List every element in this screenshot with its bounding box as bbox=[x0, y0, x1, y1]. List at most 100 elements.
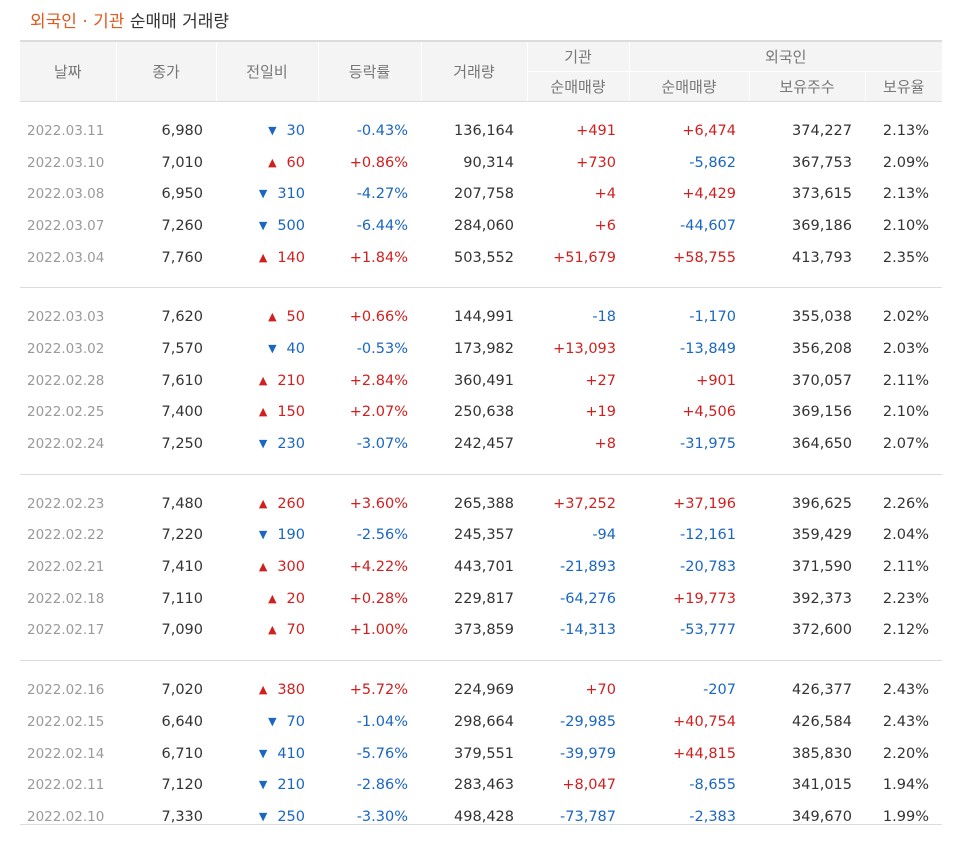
cell-volume: 207,758 bbox=[454, 186, 514, 203]
cell-holdings: 385,830 bbox=[792, 745, 852, 762]
change-value: 150 bbox=[277, 404, 305, 421]
cell-holdings: 367,753 bbox=[792, 154, 852, 171]
cell-close: 6,710 bbox=[161, 745, 203, 762]
cell-change: ▼ 40 bbox=[216, 333, 318, 365]
cell-change: ▼ 250 bbox=[216, 801, 318, 833]
cell-foreign-net: +40,754 bbox=[673, 713, 736, 730]
cell-change: ▼ 30 bbox=[216, 115, 318, 147]
row-spacer bbox=[20, 833, 942, 847]
cell-rate: -2.56% bbox=[356, 527, 408, 544]
cell-ratio: 2.02% bbox=[882, 309, 929, 326]
table-row: 2022.02.18 7,110 ▲ 20 +0.28% 229,817 -64,276 +1… bbox=[20, 583, 942, 615]
cell-date: 2022.03.03 bbox=[27, 309, 105, 326]
cell-date: 2022.03.02 bbox=[27, 340, 105, 357]
trading-table: 날짜 종가 전일비 등락률 거래량 기관 외국인 순매매량 순매매량 보유주수 … bbox=[20, 40, 942, 847]
cell-foreign-net: -13,849 bbox=[680, 340, 736, 357]
cell-close: 7,620 bbox=[161, 309, 203, 326]
header-close: 종가 bbox=[116, 40, 217, 102]
down-triangle-icon: ▼ bbox=[258, 809, 268, 823]
cell-close: 7,090 bbox=[161, 622, 203, 639]
cell-ratio: 2.07% bbox=[882, 436, 929, 453]
change-value: 20 bbox=[286, 590, 305, 607]
cell-ratio: 2.10% bbox=[882, 404, 929, 421]
cell-rate: +5.72% bbox=[349, 682, 408, 699]
cell-date: 2022.02.22 bbox=[27, 527, 105, 544]
change-value: 40 bbox=[286, 340, 305, 357]
cell-date: 2022.02.17 bbox=[27, 622, 105, 639]
change-value: 140 bbox=[277, 249, 305, 266]
section-title: 외국인 · 기관 순매매 거래량 bbox=[30, 10, 229, 34]
cell-inst-net: -29,985 bbox=[560, 713, 616, 730]
table-row: 2022.03.03 7,620 ▲ 50 +0.66% 144,991 -18 -1,170… bbox=[20, 301, 942, 333]
cell-close: 6,950 bbox=[161, 186, 203, 203]
cell-date: 2022.02.18 bbox=[27, 590, 105, 607]
cell-volume: 379,551 bbox=[454, 745, 514, 762]
cell-inst-net: +6 bbox=[594, 217, 616, 234]
cell-change: ▼ 410 bbox=[216, 738, 318, 770]
table-body: 2022.03.11 6,980 ▼ 30 -0.43% 136,164 +491 +6,47… bbox=[20, 102, 942, 847]
cell-rate: +2.84% bbox=[349, 372, 408, 389]
cell-ratio: 1.99% bbox=[882, 808, 929, 825]
cell-rate: +1.84% bbox=[349, 249, 408, 266]
cell-change: ▲ 140 bbox=[216, 242, 318, 274]
cell-foreign-net: +44,815 bbox=[673, 745, 736, 762]
cell-foreign-net: -2,383 bbox=[689, 808, 736, 825]
change-value: 250 bbox=[277, 808, 305, 825]
cell-change: ▼ 310 bbox=[216, 178, 318, 210]
cell-holdings: 396,625 bbox=[792, 495, 852, 512]
header-inst-net: 순매매량 bbox=[527, 71, 630, 102]
cell-inst-net: +13,093 bbox=[553, 340, 616, 357]
change-value: 70 bbox=[286, 713, 305, 730]
cell-inst-net: +491 bbox=[576, 122, 616, 139]
cell-change: ▲ 20 bbox=[216, 583, 318, 615]
header-ratio: 보유율 bbox=[865, 71, 942, 102]
cell-change: ▲ 150 bbox=[216, 397, 318, 429]
cell-close: 7,480 bbox=[161, 495, 203, 512]
cell-date: 2022.03.07 bbox=[27, 217, 105, 234]
cell-close: 6,640 bbox=[161, 713, 203, 730]
table-row: 2022.02.28 7,610 ▲ 210 +2.84% 360,491 +27 +901 3… bbox=[20, 365, 942, 397]
down-triangle-icon: ▼ bbox=[268, 714, 277, 728]
cell-rate: -4.27% bbox=[356, 186, 408, 203]
change-value: 230 bbox=[277, 436, 305, 453]
table-row: 2022.03.08 6,950 ▼ 310 -4.27% 207,758 +4 +4,429… bbox=[20, 178, 942, 210]
change-value: 210 bbox=[277, 372, 305, 389]
cell-inst-net: -39,979 bbox=[560, 745, 616, 762]
spacer-cell bbox=[20, 474, 942, 488]
cell-rate: -1.04% bbox=[356, 713, 408, 730]
cell-holdings: 349,670 bbox=[792, 808, 852, 825]
cell-date: 2022.03.10 bbox=[27, 154, 105, 171]
cell-date: 2022.02.15 bbox=[27, 713, 105, 730]
cell-volume: 250,638 bbox=[454, 404, 514, 421]
change-value: 30 bbox=[286, 122, 305, 139]
up-triangle-icon: ▲ bbox=[268, 623, 277, 637]
cell-holdings: 369,156 bbox=[792, 404, 852, 421]
spacer-cell bbox=[20, 459, 942, 475]
table-row: 2022.02.14 6,710 ▼ 410 -5.76% 379,551 -39,979 +… bbox=[20, 738, 942, 770]
cell-holdings: 369,186 bbox=[792, 217, 852, 234]
cell-rate: +0.86% bbox=[349, 154, 408, 171]
cell-ratio: 2.09% bbox=[882, 154, 929, 171]
cell-inst-net: +19 bbox=[585, 404, 616, 421]
cell-close: 7,020 bbox=[161, 682, 203, 699]
cell-close: 7,110 bbox=[161, 590, 203, 607]
cell-rate: +4.22% bbox=[349, 559, 408, 576]
cell-change: ▲ 210 bbox=[216, 365, 318, 397]
cell-rate: +0.66% bbox=[349, 309, 408, 326]
header-institution: 기관 bbox=[527, 40, 630, 72]
cell-volume: 503,552 bbox=[454, 249, 514, 266]
cell-date: 2022.02.10 bbox=[27, 808, 105, 825]
header-rate: 등락률 bbox=[318, 40, 422, 102]
cell-date: 2022.03.11 bbox=[27, 122, 105, 139]
cell-volume: 229,817 bbox=[454, 590, 514, 607]
cell-foreign-net: +4,429 bbox=[682, 186, 736, 203]
row-spacer bbox=[20, 474, 942, 488]
cell-ratio: 2.23% bbox=[882, 590, 929, 607]
cell-rate: -5.76% bbox=[356, 745, 408, 762]
cell-volume: 283,463 bbox=[454, 777, 514, 794]
cell-date: 2022.02.23 bbox=[27, 495, 105, 512]
cell-holdings: 413,793 bbox=[792, 249, 852, 266]
cell-date: 2022.02.21 bbox=[27, 559, 105, 576]
cell-inst-net: -73,787 bbox=[560, 808, 616, 825]
